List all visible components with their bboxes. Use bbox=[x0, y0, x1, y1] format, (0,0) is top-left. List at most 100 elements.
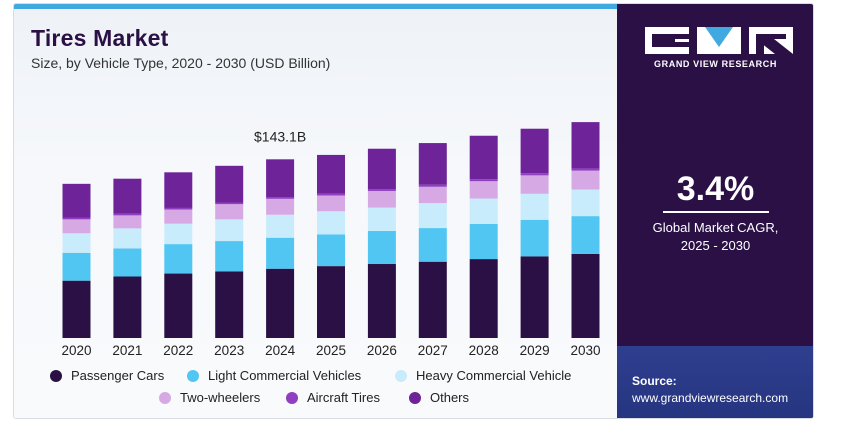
bar-heavy-commercial-vehicle-2029 bbox=[520, 193, 549, 220]
bar-others-2030 bbox=[571, 122, 600, 169]
bar-two-wheelers-2021 bbox=[113, 215, 142, 229]
bar-others-2025 bbox=[317, 154, 345, 194]
bar-passenger-cars-2029 bbox=[520, 256, 549, 338]
legend-label: Passenger Cars bbox=[71, 368, 165, 383]
bar-aircraft-tires-2029 bbox=[520, 173, 549, 176]
total-annotation-2024: $143.1B bbox=[254, 128, 306, 144]
bar-passenger-cars-2028 bbox=[469, 259, 498, 338]
bar-light-commercial-vehicles-2020 bbox=[62, 252, 91, 281]
bar-heavy-commercial-vehicle-2025 bbox=[317, 211, 345, 235]
bar-light-commercial-vehicles-2029 bbox=[520, 219, 549, 257]
bar-two-wheelers-2027 bbox=[418, 186, 447, 204]
bar-two-wheelers-2030 bbox=[571, 170, 600, 190]
bar-heavy-commercial-vehicle-2026 bbox=[367, 207, 396, 231]
bar-passenger-cars-2020 bbox=[62, 280, 91, 338]
x-tick-label-2020: 2020 bbox=[61, 343, 91, 358]
bar-aircraft-tires-2021 bbox=[113, 213, 142, 216]
source-title: Source: bbox=[632, 374, 677, 388]
bar-heavy-commercial-vehicle-2027 bbox=[418, 203, 447, 229]
x-tick-label-2030: 2030 bbox=[570, 343, 600, 358]
bar-aircraft-tires-2022 bbox=[164, 207, 193, 210]
bar-heavy-commercial-vehicle-2020 bbox=[62, 233, 91, 253]
bar-others-2028 bbox=[469, 135, 498, 180]
info-sidebar: GRAND VIEW RESEARCH 3.4% Global Market C… bbox=[617, 4, 813, 418]
x-tick-label-2025: 2025 bbox=[316, 343, 346, 358]
bar-others-2020 bbox=[62, 183, 91, 218]
bar-aircraft-tires-2025 bbox=[317, 193, 345, 196]
cagr-label: Global Market CAGR, 2025 - 2030 bbox=[617, 219, 813, 255]
x-tick-label-2021: 2021 bbox=[112, 343, 142, 358]
bar-passenger-cars-2021 bbox=[113, 276, 142, 338]
bar-heavy-commercial-vehicle-2023 bbox=[215, 219, 244, 242]
x-tick-label-2023: 2023 bbox=[214, 343, 244, 358]
bar-passenger-cars-2024 bbox=[266, 268, 295, 338]
bar-aircraft-tires-2028 bbox=[469, 179, 498, 182]
bar-others-2027 bbox=[418, 143, 447, 185]
legend-swatch bbox=[409, 391, 421, 404]
x-tick-label-2029: 2029 bbox=[520, 343, 550, 358]
legend-row-2: Two-wheelers Aircraft Tires Others bbox=[14, 390, 617, 408]
source-box: Source: www.grandviewresearch.com bbox=[617, 346, 813, 418]
bar-light-commercial-vehicles-2021 bbox=[113, 248, 142, 277]
legend-label: Others bbox=[430, 390, 470, 405]
bar-aircraft-tires-2026 bbox=[367, 189, 396, 191]
legend-label: Light Commercial Vehicles bbox=[208, 368, 362, 383]
bar-passenger-cars-2023 bbox=[215, 271, 244, 338]
bar-others-2023 bbox=[215, 165, 244, 203]
chart-title: Tires Market bbox=[31, 25, 169, 51]
bar-light-commercial-vehicles-2024 bbox=[266, 237, 295, 269]
x-tick-label-2027: 2027 bbox=[418, 343, 448, 358]
chart-card: Tires Market Size, by Vehicle Type, 2020… bbox=[13, 3, 814, 419]
legend-item-light-commercial-vehicles: Light Commercial Vehicles bbox=[187, 368, 361, 383]
brand-name: GRAND VIEW RESEARCH bbox=[654, 59, 777, 69]
bar-others-2021 bbox=[113, 178, 142, 214]
bar-aircraft-tires-2027 bbox=[418, 184, 447, 187]
legend-item-others: Others bbox=[409, 390, 469, 405]
bar-light-commercial-vehicles-2022 bbox=[164, 244, 193, 274]
legend-item-two-wheelers: Two-wheelers bbox=[159, 390, 260, 405]
x-tick-label-2028: 2028 bbox=[469, 343, 499, 358]
legend-swatch bbox=[50, 369, 62, 382]
bar-light-commercial-vehicles-2023 bbox=[215, 241, 244, 272]
bar-passenger-cars-2026 bbox=[367, 264, 396, 338]
bar-passenger-cars-2025 bbox=[317, 266, 345, 338]
bar-heavy-commercial-vehicle-2022 bbox=[164, 223, 193, 245]
bar-light-commercial-vehicles-2026 bbox=[367, 230, 396, 265]
bar-light-commercial-vehicles-2028 bbox=[469, 223, 498, 260]
bar-aircraft-tires-2030 bbox=[571, 168, 600, 171]
chart-panel: Tires Market Size, by Vehicle Type, 2020… bbox=[14, 4, 617, 418]
legend-label: Two-wheelers bbox=[180, 390, 261, 405]
legend-item-heavy-commercial-vehicle: Heavy Commercial Vehicle bbox=[395, 368, 571, 383]
bar-light-commercial-vehicles-2030 bbox=[571, 216, 600, 254]
bar-two-wheelers-2020 bbox=[62, 219, 91, 234]
bar-aircraft-tires-2023 bbox=[215, 202, 244, 205]
bar-two-wheelers-2029 bbox=[520, 175, 549, 194]
bar-two-wheelers-2024 bbox=[266, 198, 295, 215]
bar-others-2029 bbox=[520, 128, 549, 174]
bar-passenger-cars-2027 bbox=[418, 261, 447, 338]
bar-heavy-commercial-vehicle-2030 bbox=[571, 189, 600, 217]
bar-passenger-cars-2030 bbox=[571, 253, 600, 338]
bar-heavy-commercial-vehicle-2024 bbox=[266, 214, 295, 238]
cagr-value: 3.4% bbox=[676, 170, 755, 208]
x-tick-label-2024: 2024 bbox=[265, 343, 296, 358]
x-tick-label-2022: 2022 bbox=[163, 343, 193, 358]
bar-two-wheelers-2026 bbox=[367, 190, 396, 208]
legend-swatch bbox=[187, 369, 199, 382]
bar-two-wheelers-2028 bbox=[469, 181, 498, 199]
cagr-label-line-1: Global Market CAGR, bbox=[652, 220, 779, 235]
bar-aircraft-tires-2024 bbox=[266, 197, 295, 199]
bar-heavy-commercial-vehicle-2028 bbox=[469, 198, 498, 224]
bar-passenger-cars-2022 bbox=[164, 273, 193, 338]
legend-label: Aircraft Tires bbox=[307, 390, 380, 405]
grand-view-research-logo bbox=[645, 27, 793, 54]
bar-two-wheelers-2025 bbox=[317, 195, 345, 212]
x-tick-label-2026: 2026 bbox=[367, 343, 397, 358]
cagr-label-line-2: 2025 - 2030 bbox=[680, 238, 751, 253]
bar-two-wheelers-2023 bbox=[215, 204, 244, 220]
accent-bar bbox=[14, 4, 617, 9]
legend-swatch bbox=[395, 369, 407, 382]
bar-others-2024 bbox=[266, 159, 295, 198]
source-url[interactable]: www.grandviewresearch.com bbox=[632, 391, 789, 405]
bar-light-commercial-vehicles-2027 bbox=[418, 228, 447, 262]
